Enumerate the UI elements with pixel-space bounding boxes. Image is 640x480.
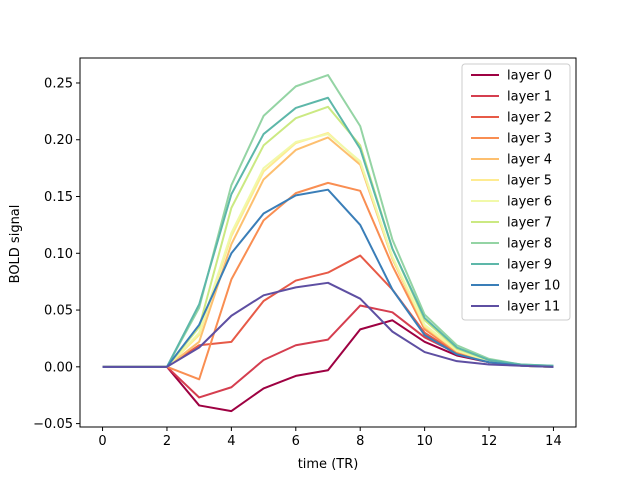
- axes-frame: [79, 57, 577, 428]
- x-tick-label: 12: [481, 434, 498, 449]
- legend-box: [461, 63, 571, 321]
- series-lines: [102, 74, 554, 413]
- series-line-10: [102, 188, 554, 368]
- legend-label: layer 5: [507, 174, 552, 189]
- legend-label: layer 7: [507, 216, 552, 231]
- legend-label: layer 1: [507, 90, 552, 105]
- legend-label: layer 2: [507, 111, 552, 126]
- series-line-11: [102, 281, 554, 368]
- x-tick-label: 10: [416, 434, 433, 449]
- y-tick-label: 0.20: [44, 133, 73, 148]
- legend-label: layer 10: [507, 279, 560, 294]
- legend-label: layer 0: [507, 69, 552, 84]
- series-line-9: [102, 96, 554, 368]
- legend-label: layer 8: [507, 237, 552, 252]
- legend: layer 0 layer 1 layer 2 layer 3 layer 4 layer…: [461, 63, 571, 321]
- x-tick-label: 8: [356, 434, 364, 449]
- legend-label: layer 4: [507, 153, 552, 168]
- legend-label: layer 3: [507, 132, 552, 147]
- legend-label: layer 11: [507, 300, 560, 315]
- y-tick-label: 0.05: [44, 304, 73, 319]
- x-tick-label: 0: [98, 434, 106, 449]
- legend-label: layer 6: [507, 195, 552, 210]
- ticks: 0 2 4 6 8 10 12 14 −0.05 0.00 0.05 0.10 0.15 0.20 0.25: [33, 76, 562, 449]
- y-axis-label: BOLD signal: [8, 205, 23, 284]
- y-tick-label: −0.05: [33, 417, 73, 432]
- x-tick-label: 4: [227, 434, 235, 449]
- legend-label: layer 9: [507, 258, 552, 273]
- y-tick-label: 0.00: [44, 360, 73, 375]
- y-tick-label: 0.10: [44, 247, 73, 262]
- x-axis-label: time (TR): [298, 457, 359, 472]
- x-tick-label: 14: [545, 434, 562, 449]
- series-line-6: [102, 133, 554, 368]
- y-tick-label: 0.15: [44, 190, 73, 205]
- y-tick-label: 0.25: [44, 76, 73, 91]
- x-tick-label: 2: [163, 434, 171, 449]
- x-tick-label: 6: [292, 434, 300, 449]
- axes: [79, 57, 577, 428]
